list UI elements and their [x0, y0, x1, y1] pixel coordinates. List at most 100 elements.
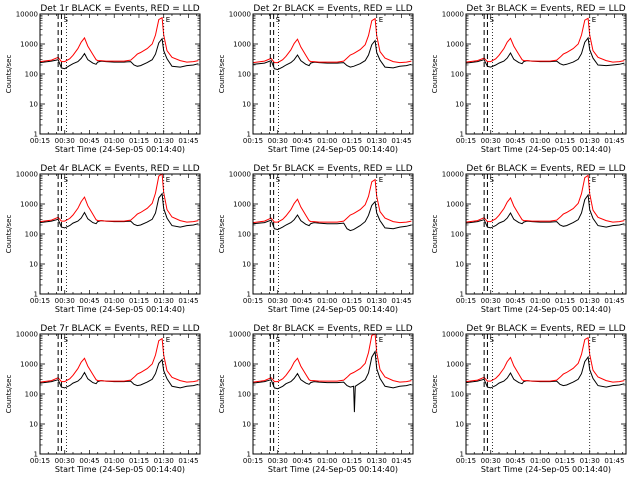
- y-tick-label: 10: [455, 421, 464, 429]
- series-line-lld: [252, 17, 412, 64]
- x-axis-label: Start Time (24-Sep-05 00:14:40): [55, 465, 185, 474]
- x-tick-label: 01:00: [317, 457, 337, 465]
- y-tick-label: 10000: [442, 331, 464, 339]
- series-line-lld: [252, 178, 412, 224]
- marker-label-end: E: [166, 336, 170, 344]
- x-tick-label: 01:30: [367, 137, 387, 145]
- y-tick-label: 10000: [442, 171, 464, 179]
- x-tick-label: 01:45: [178, 137, 198, 145]
- y-axis-label: Counts/sec: [5, 375, 13, 414]
- y-tick-label: 10: [29, 261, 38, 269]
- x-tick-label: 01:30: [580, 137, 600, 145]
- x-tick-label: 01:30: [154, 457, 174, 465]
- x-tick-label: 01:45: [391, 297, 411, 305]
- x-tick-label: 00:15: [456, 457, 476, 465]
- plot-frame: [39, 333, 201, 455]
- marker-label-start: S: [276, 16, 281, 24]
- x-tick-label: 01:00: [104, 137, 124, 145]
- series-line-events: [39, 37, 199, 70]
- x-tick-label: 00:30: [55, 137, 75, 145]
- marker-label-end: E: [379, 176, 383, 184]
- y-axis-label: Counts/sec: [218, 215, 226, 254]
- chart-title: Det 1r BLACK = Events, RED = LLD: [40, 4, 199, 14]
- x-tick-label: 00:45: [79, 457, 99, 465]
- x-tick-label: 01:45: [178, 457, 198, 465]
- x-tick-label: 00:15: [30, 297, 50, 305]
- y-tick-label: 1: [34, 451, 38, 459]
- chart-title: Det 9r BLACK = Events, RED = LLD: [466, 324, 625, 334]
- y-tick-label: 10000: [16, 171, 38, 179]
- x-tick-label: 00:45: [292, 297, 312, 305]
- series-line-lld: [252, 333, 412, 383]
- y-tick-label: 10000: [229, 171, 251, 179]
- y-tick-label: 100: [25, 231, 38, 239]
- marker-label-start: S: [63, 16, 68, 24]
- marker-label-start: S: [63, 336, 68, 344]
- x-tick-label: 00:30: [268, 457, 288, 465]
- x-axis-label: Start Time (24-Sep-05 00:14:40): [481, 305, 611, 314]
- y-tick-label: 10: [29, 101, 38, 109]
- x-tick-label: 01:15: [129, 457, 149, 465]
- x-tick-label: 01:45: [604, 297, 624, 305]
- y-tick-label: 10: [455, 101, 464, 109]
- series-line-lld: [39, 337, 199, 383]
- chart-svg: Det 8r BLACK = Events, RED = LLD S E 1 10 100…: [218, 324, 414, 474]
- x-tick-label: 01:00: [317, 297, 337, 305]
- x-tick-label: 00:15: [243, 297, 263, 305]
- series-line-lld: [39, 16, 199, 63]
- x-tick-label: 00:30: [268, 297, 288, 305]
- x-axis-label: Start Time (24-Sep-05 00:14:40): [268, 305, 398, 314]
- y-tick-label: 100: [25, 71, 38, 79]
- plot-frame: [252, 13, 414, 135]
- x-tick-label: 01:15: [129, 297, 149, 305]
- y-tick-label: 1000: [20, 361, 38, 369]
- y-tick-label: 100: [25, 391, 38, 399]
- y-tick-label: 100: [451, 231, 464, 239]
- marker-label-start: S: [276, 336, 281, 344]
- x-tick-label: 00:30: [55, 297, 75, 305]
- chart-title: Det 5r BLACK = Events, RED = LLD: [253, 164, 412, 174]
- y-tick-label: 1000: [446, 41, 464, 49]
- y-tick-label: 1000: [446, 361, 464, 369]
- y-tick-label: 1000: [446, 201, 464, 209]
- chart-svg: Det 2r BLACK = Events, RED = LLD S E 1 10 100…: [218, 4, 414, 154]
- y-tick-label: 1: [460, 291, 464, 299]
- series-line-events: [252, 350, 412, 413]
- marker-label-start: S: [63, 176, 68, 184]
- chart-svg: Det 1r BLACK = Events, RED = LLD S E 1 10 100…: [5, 4, 201, 154]
- x-tick-label: 00:30: [481, 137, 501, 145]
- x-tick-label: 01:15: [342, 457, 362, 465]
- chart-svg: Det 7r BLACK = Events, RED = LLD S E 1 10 100…: [5, 324, 201, 474]
- detector-panel-4: Det 4r BLACK = Events, RED = LLD S E 1 10 100…: [0, 160, 213, 320]
- x-tick-label: 00:15: [30, 137, 50, 145]
- detector-panel-9: Det 9r BLACK = Events, RED = LLD S E 1 10 100…: [426, 320, 639, 480]
- plot-frame: [465, 173, 627, 295]
- x-axis-label: Start Time (24-Sep-05 00:14:40): [55, 145, 185, 154]
- marker-label-end: E: [166, 16, 170, 24]
- series-line-lld: [465, 174, 625, 223]
- y-tick-label: 10000: [229, 11, 251, 19]
- x-tick-label: 01:45: [604, 137, 624, 145]
- y-axis-label: Counts/sec: [431, 375, 439, 414]
- series-line-events: [465, 355, 625, 389]
- x-tick-label: 00:15: [30, 457, 50, 465]
- x-axis-label: Start Time (24-Sep-05 00:14:40): [55, 305, 185, 314]
- detector-panel-2: Det 2r BLACK = Events, RED = LLD S E 1 10 100…: [213, 0, 426, 160]
- series-line-events: [39, 192, 199, 229]
- marker-label-end: E: [166, 176, 170, 184]
- x-tick-label: 01:15: [129, 137, 149, 145]
- chart-title: Det 2r BLACK = Events, RED = LLD: [253, 4, 412, 14]
- x-tick-label: 01:45: [604, 457, 624, 465]
- marker-label-end: E: [592, 176, 596, 184]
- y-tick-label: 1: [460, 131, 464, 139]
- x-tick-label: 00:45: [505, 137, 525, 145]
- plot-frame: [39, 173, 201, 295]
- plot-frame: [252, 333, 414, 455]
- y-tick-label: 100: [451, 391, 464, 399]
- chart-svg: Det 4r BLACK = Events, RED = LLD S E 1 10 100…: [5, 164, 201, 314]
- x-tick-label: 01:30: [154, 297, 174, 305]
- detector-panel-3: Det 3r BLACK = Events, RED = LLD S E 1 10 100…: [426, 0, 639, 160]
- marker-label-end: E: [379, 336, 383, 344]
- series-line-lld: [465, 336, 625, 383]
- y-axis-label: Counts/sec: [5, 55, 13, 94]
